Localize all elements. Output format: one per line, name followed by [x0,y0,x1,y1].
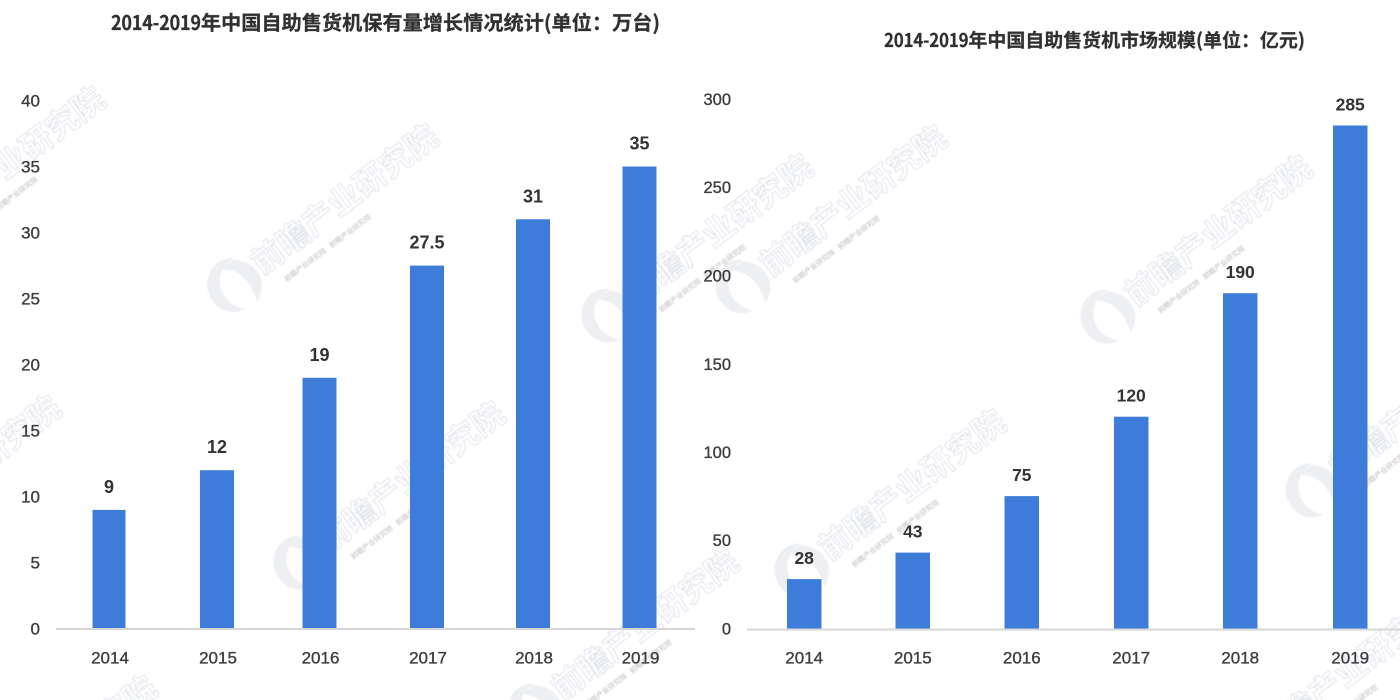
svg-text:2016: 2016 [1003,649,1041,668]
svg-text:50: 50 [713,532,731,550]
svg-text:100: 100 [703,444,731,462]
svg-text:2016: 2016 [302,649,340,668]
svg-text:2015: 2015 [894,649,932,668]
svg-text:2017: 2017 [1112,649,1150,668]
svg-text:2014: 2014 [91,649,129,668]
svg-text:27.5: 27.5 [409,233,444,253]
svg-text:15: 15 [21,422,40,441]
svg-text:19: 19 [309,345,329,365]
svg-text:250: 250 [703,179,731,197]
svg-text:2015: 2015 [199,649,237,668]
svg-text:2019: 2019 [1331,649,1369,668]
svg-text:43: 43 [903,522,923,542]
svg-text:75: 75 [1012,465,1032,485]
svg-text:285: 285 [1336,95,1365,115]
svg-text:2019: 2019 [622,649,660,668]
svg-text:25: 25 [21,290,40,309]
svg-text:2018: 2018 [515,649,553,668]
svg-text:31: 31 [523,186,543,206]
svg-text:9: 9 [104,477,114,497]
svg-text:30: 30 [21,224,40,243]
svg-text:2017: 2017 [409,649,447,668]
svg-text:12: 12 [207,437,227,457]
svg-text:150: 150 [703,356,731,374]
svg-text:0: 0 [31,620,40,639]
svg-text:2014: 2014 [785,649,823,668]
svg-text:190: 190 [1226,262,1255,282]
svg-text:0: 0 [722,621,731,639]
svg-text:35: 35 [21,158,40,177]
svg-text:35: 35 [629,134,649,154]
svg-text:20: 20 [21,356,40,375]
svg-text:40: 40 [21,92,40,111]
svg-text:28: 28 [794,548,814,568]
svg-text:2018: 2018 [1221,649,1259,668]
svg-text:5: 5 [31,554,40,573]
svg-text:300: 300 [703,91,731,109]
svg-text:10: 10 [21,488,40,507]
svg-text:120: 120 [1117,386,1146,406]
svg-text:200: 200 [703,268,731,286]
